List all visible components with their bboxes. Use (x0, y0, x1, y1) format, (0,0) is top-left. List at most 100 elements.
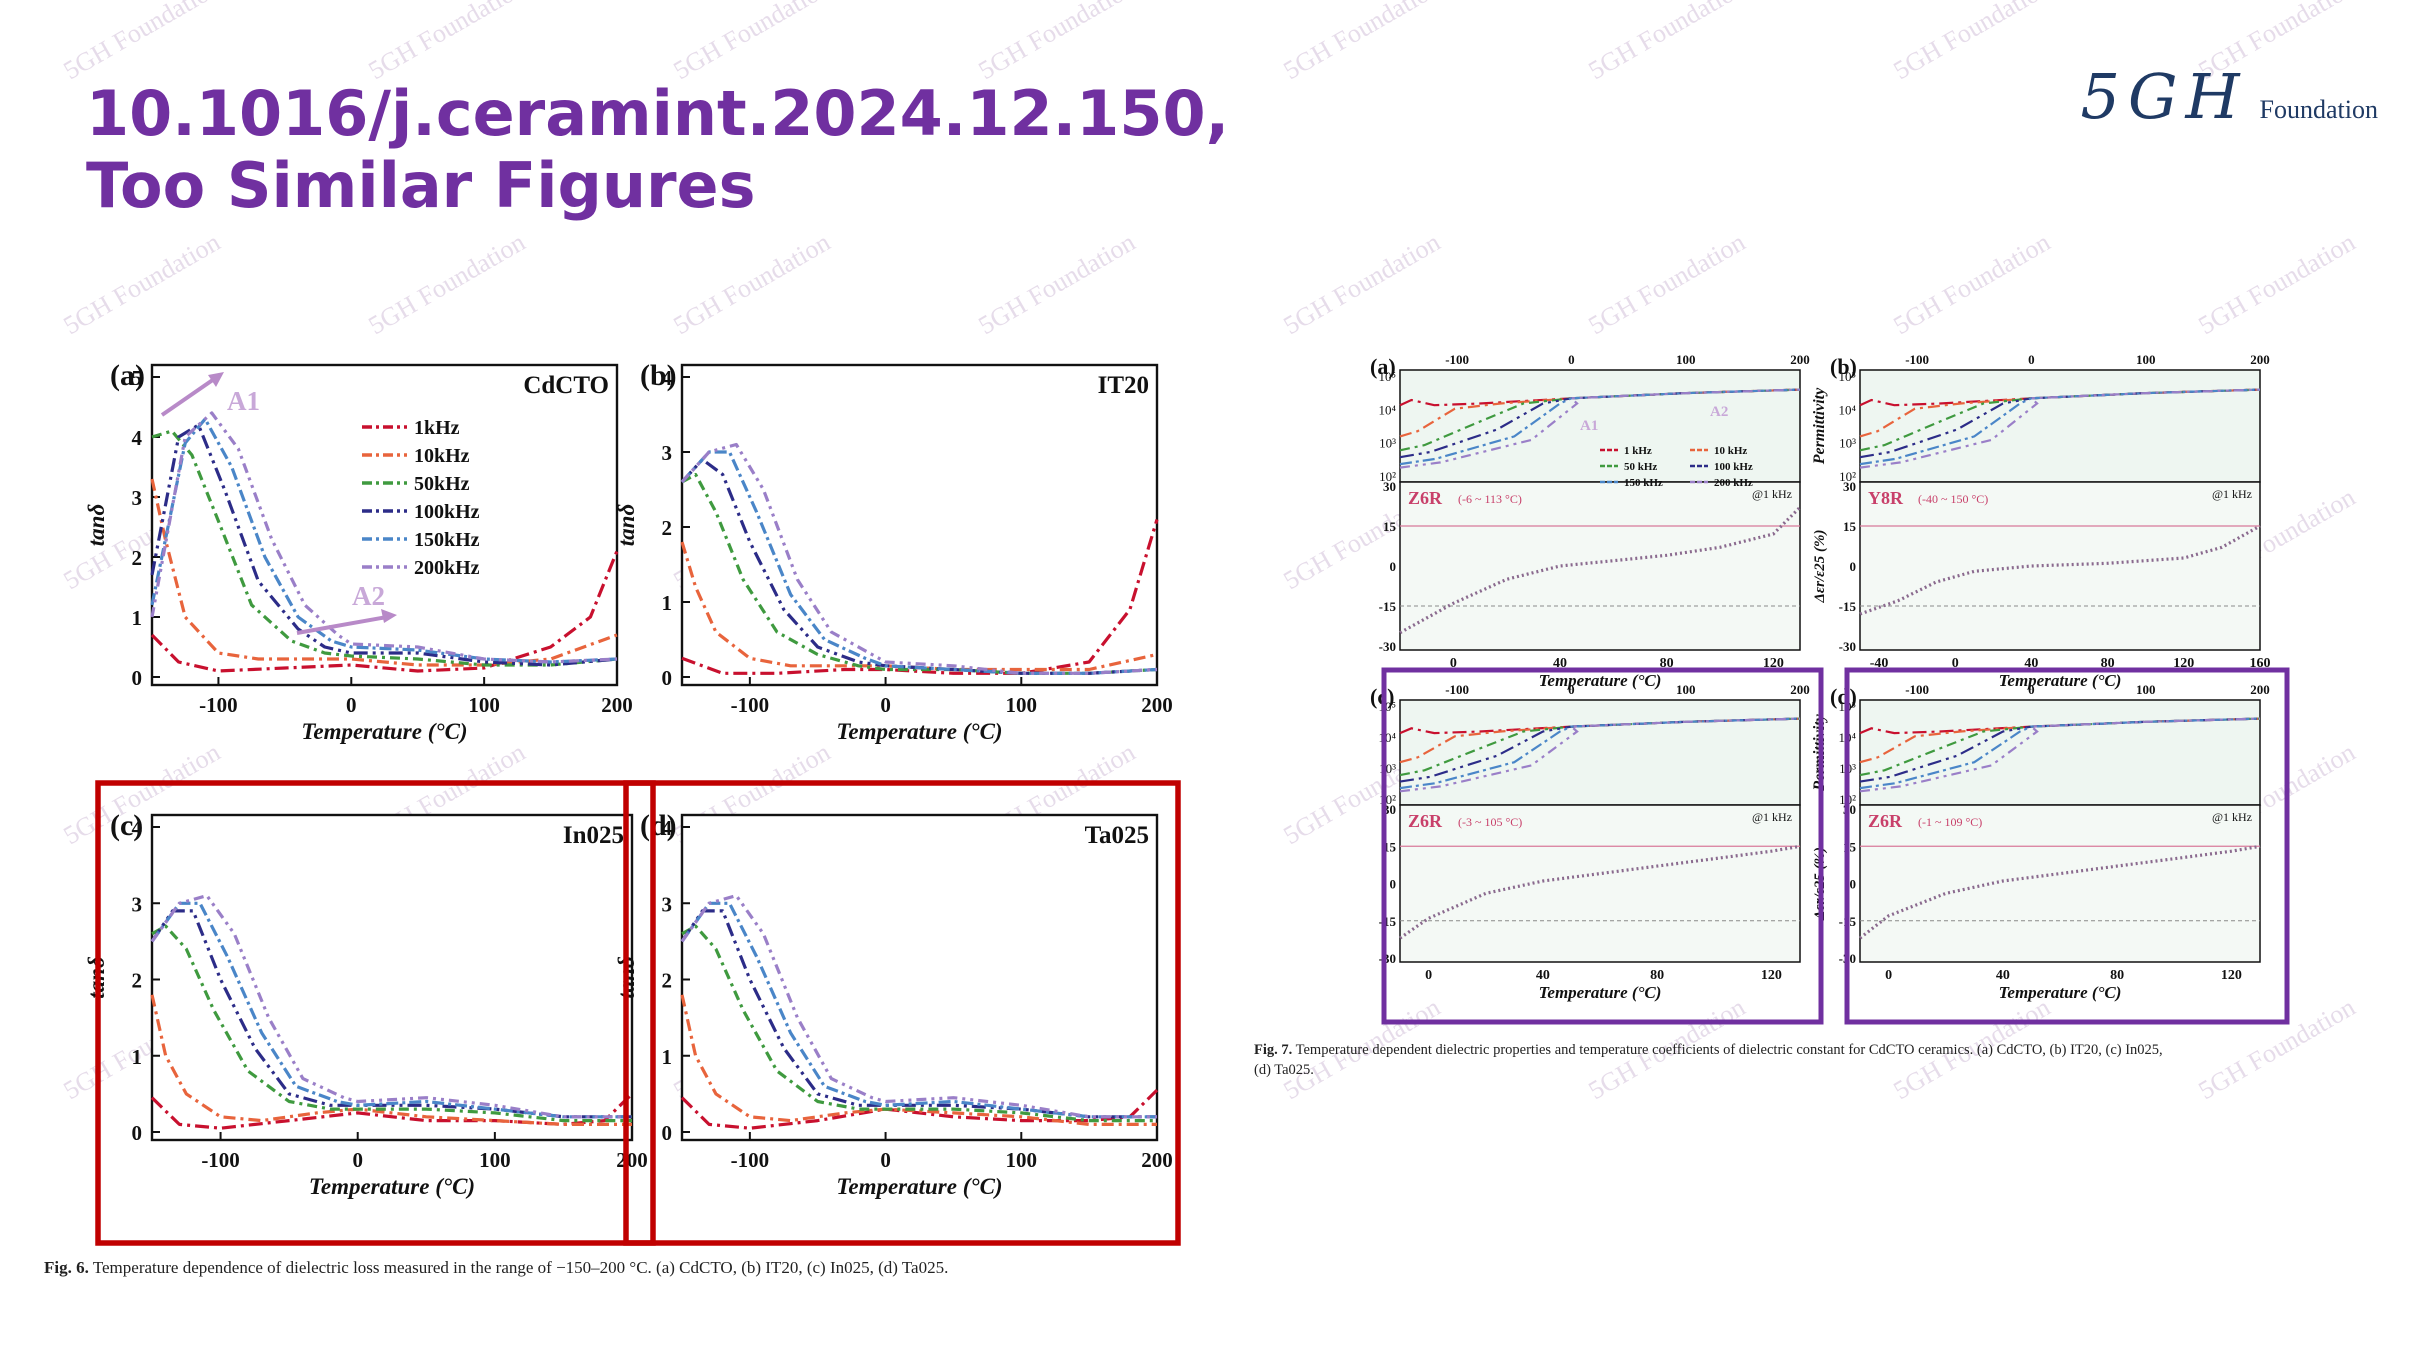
foundation-logo: 5GH Foundation (2081, 60, 2379, 133)
annotation-arrow-a2 (296, 615, 388, 635)
x-tick-label: 0 (346, 693, 357, 717)
permittivity-plot-bg (1399, 699, 1801, 806)
spec-code: Z6R (1408, 811, 1443, 831)
x-axis-label: Temperature (°C) (1999, 983, 2122, 1002)
permittivity-tick-label: 10⁴ (1378, 730, 1396, 745)
watermark-text: 5GH Foundation (669, 227, 835, 340)
x-axis-label: Temperature (°C) (1539, 983, 1662, 1002)
permittivity-curve-1 kHz (1399, 388, 1801, 407)
legend-entry: 50kHz (414, 473, 470, 495)
tcc-tick-label: -15 (1379, 599, 1397, 614)
plot-frame (680, 813, 1159, 1142)
spec-code: Z6R (1408, 488, 1443, 508)
top-x-tick-label: 200 (1790, 682, 1810, 697)
series-line-200kHz (680, 893, 1157, 1119)
legend-entry: 100kHz (414, 501, 480, 523)
watermark-text: 5GH Foundation (669, 0, 835, 85)
y-tick-label: 2 (132, 969, 143, 993)
permittivity-curve-50 kHz (1859, 388, 2261, 452)
series-line-1kHz (150, 1092, 634, 1130)
annotation-label-a2: A2 (1710, 404, 1728, 420)
y-tick-label: 4 (132, 816, 143, 840)
fig7-panel-b: (b) -100 0 100 200 10⁵ 10⁴ 10³ 10² Permittivity 30… (1811, 352, 2271, 690)
permittivity-curve-200 kHz (1399, 717, 1801, 793)
x-tick-label: -40 (1870, 656, 1889, 671)
series-line-50kHz (151, 429, 618, 667)
plot-frame (150, 363, 619, 687)
tcc-tick-label: -15 (1839, 599, 1857, 614)
x-axis-label: Temperature (°C) (1539, 671, 1662, 690)
x-tick-label: 200 (1141, 1148, 1173, 1172)
permittivity-curve-100 kHz (1399, 388, 1801, 459)
series-line-1kHz (680, 1088, 1159, 1130)
y-tick-label: 2 (132, 546, 143, 570)
legend-entry: 10kHz (414, 445, 470, 467)
permittivity-tick-label: 10³ (1379, 436, 1396, 451)
y-tick-label: 3 (132, 892, 143, 916)
legend-entry: 50 kHz (1624, 461, 1657, 473)
x-axis-label: Temperature (°C) (836, 1174, 1002, 1199)
top-x-tick-label: 0 (2028, 352, 2035, 367)
top-x-tick-label: -100 (1445, 682, 1469, 697)
panel-letter: (c) (110, 809, 143, 842)
x-tick-label: 40 (1553, 656, 1567, 671)
permittivity-curve-200 kHz (1859, 717, 2261, 793)
x-tick-label: 0 (352, 1148, 363, 1172)
x-tick-label: 0 (1885, 968, 1892, 983)
legend-entry: 100 kHz (1714, 461, 1753, 473)
fig7-panel-c: (c)-100010020010⁵10⁴10³10²Permittivity30… (1370, 682, 1810, 1002)
x-tick-label: 0 (1952, 656, 1959, 671)
y-tick-label: 1 (132, 1045, 143, 1069)
fig6-caption-label: Fig. 6. (44, 1258, 89, 1277)
top-x-tick-label: 0 (1568, 682, 1575, 697)
tcc-tick-label: 30 (1383, 479, 1396, 494)
figure-7: (a) -100 0 100 200 10⁵ 10⁴ 10³ 10² Permittivity 30… (1370, 352, 2290, 1025)
watermark-text: 5GH Foundation (59, 0, 225, 85)
permittivity-plot-bg (1859, 699, 2261, 806)
fig7-caption-label: Fig. 7. (1254, 1042, 1293, 1058)
x-tick-label: 120 (1761, 968, 1782, 983)
permittivity-curve-200 kHz (1859, 388, 2261, 469)
legend-entry: 150kHz (414, 529, 480, 551)
top-x-tick-label: -100 (1905, 352, 1929, 367)
legend-entry: 1 kHz (1624, 445, 1652, 457)
y-tick-label: 0 (662, 1121, 673, 1145)
annotation-arrow-a1 (160, 375, 219, 417)
y-tick-label: 1 (662, 591, 673, 615)
x-tick-label: 120 (1763, 656, 1784, 671)
permittivity-curve-1 kHz (1859, 388, 2261, 407)
permittivity-axis-label: Permittivity (1811, 387, 1828, 465)
tcc-tick-label: 0 (1850, 877, 1857, 892)
top-x-tick-label: 0 (2028, 682, 2035, 697)
y-tick-label: 5 (132, 366, 143, 390)
series-line-10kHz (680, 541, 1158, 672)
panel-letter: (a) (1370, 354, 1396, 379)
tcc-plot-bg (1859, 804, 2261, 963)
panel-letter: (b) (640, 359, 677, 392)
y-axis-label: tanδ (614, 504, 639, 547)
panel-letter: (d) (640, 809, 677, 842)
watermark-text: 5GH Foundation (1584, 0, 1750, 85)
tcc-plot-bg (1859, 481, 2261, 651)
top-x-tick-label: 0 (1568, 352, 1575, 367)
tcc-tick-label: -30 (1379, 639, 1396, 654)
x-tick-label: 120 (2173, 656, 2194, 671)
permittivity-curve-50 kHz (1399, 388, 1801, 452)
logo-word: Foundation (2259, 95, 2378, 124)
watermark-text: 5GH Foundation (2194, 227, 2360, 340)
permittivity-tick-label: 10⁵ (1378, 699, 1396, 714)
y-tick-label: 0 (132, 1121, 143, 1145)
spec-code: Z6R (1868, 811, 1903, 831)
x-tick-label: 40 (1536, 968, 1550, 983)
x-tick-label: -100 (199, 693, 238, 717)
annotation-label-a1: A1 (1580, 418, 1598, 434)
fig7-panel-a: (a)-100010020010⁵10⁴10³10²Permittivity30… (1370, 352, 1810, 690)
top-x-tick-label: 200 (2250, 352, 2270, 367)
tcc-curve (1859, 844, 2261, 940)
panel-sample-name: Ta025 (1085, 822, 1149, 849)
series-line-10kHz (680, 994, 1157, 1127)
highlight-box-fig7-d (1844, 667, 2290, 1025)
permittivity-tick-label: 10² (1839, 469, 1856, 484)
permittivity-tick-label: 10³ (1839, 436, 1856, 451)
tcc-plot-bg (1399, 481, 1801, 651)
